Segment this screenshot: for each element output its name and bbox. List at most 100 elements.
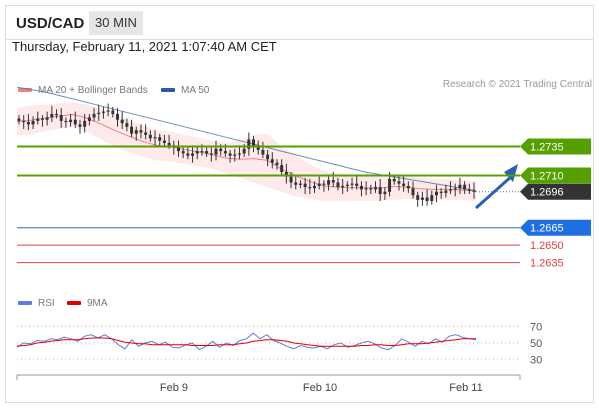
candle-body [280,165,284,172]
x-tick-label: Feb 9 [160,382,188,394]
rsi-9ma-line [16,337,476,347]
candle-body [327,180,331,185]
candle-body [425,197,429,202]
candle-body [17,118,21,121]
candle-body [275,162,279,166]
candle-body [162,140,166,143]
candle-body [270,159,274,163]
level-label-support-1: 1.2650 [530,240,564,252]
candle-body [153,137,157,139]
candle-body [322,183,326,185]
x-tick-label: Feb 11 [449,382,482,394]
candle-body [101,111,105,113]
candle-body [378,187,382,195]
candle-body [247,139,251,149]
candle-body [186,153,190,156]
candle-body [116,113,120,120]
candle-body [214,148,218,155]
candle-body [458,184,462,189]
candle-body [434,191,438,196]
candle-body [111,110,115,114]
candle-body [78,124,82,127]
candle-body [31,120,35,125]
candle-body [69,119,73,123]
candle-body [40,118,44,120]
candle-body [55,113,59,116]
legend-9ma: 9MA [67,298,108,309]
candle-body [331,180,335,183]
candle-body [402,183,406,186]
credit-text: Research © 2021 Trading Central [442,79,592,90]
candle-body [373,187,377,190]
candle-body [176,147,180,152]
candle-body [45,117,49,120]
candle-body [167,142,171,146]
legend-ma50: MA 50 [161,85,209,96]
candle-body [420,197,424,200]
candle-body [430,195,434,202]
candle-body [416,195,420,200]
level-label-resistance-1: 1.2710 [530,170,564,182]
candle-body [261,149,265,155]
legend-label-ma50: MA 50 [181,85,210,96]
candle-body [397,181,401,184]
candle-body [406,185,410,189]
candle-body [209,153,213,155]
legend-bollinger: MA 20 + Bollinger Bands [18,85,148,96]
ma20-line [16,113,477,192]
rsi-tick-label: 70 [530,321,542,333]
level-tag-current-price [520,183,591,200]
candle-body [200,151,204,153]
candle-body [256,146,260,150]
candle-body [252,139,256,147]
candle-body [22,120,26,123]
timeframe-badge[interactable]: 30 MIN [89,11,143,35]
candle-body [284,172,288,177]
candle-body [463,184,467,190]
level-label-pivot: 1.2665 [530,223,564,235]
candle-body [472,190,476,192]
candle-body [317,183,321,186]
candle-body [453,188,457,190]
candle-body [73,119,77,125]
candle-body [83,120,87,127]
candle-body [266,154,270,160]
candle-body [219,148,223,152]
candle-body [228,153,232,156]
candle-body [359,185,363,190]
legend-swatch-ma50 [161,88,175,93]
candle-body [205,151,209,154]
candle-body [336,182,340,188]
candle-body [144,132,148,135]
candle-body [467,189,471,191]
candle-body [87,117,91,121]
candle-body [26,122,30,125]
candle-body [97,112,101,114]
candle-body [411,188,415,196]
level-label-support-2: 1.2635 [530,258,564,270]
level-tag-resistance-1 [520,167,591,184]
candle-body [139,130,143,133]
level-label-resistance-2: 1.2735 [530,141,564,153]
candle-body [345,184,349,186]
level-tag-pivot [520,219,591,236]
candle-body [125,123,129,127]
candle-body [195,151,199,154]
candle-body [369,188,373,190]
candle-body [134,130,138,134]
candle-body [388,178,392,192]
candle-body [242,148,246,154]
symbol-title: USD/CAD [16,15,85,32]
candle-body [64,120,68,123]
candle-body [341,185,345,188]
rsi-tick-label: 50 [530,338,542,350]
candle-body [449,189,453,191]
candle-body [298,183,302,185]
legend-swatch-9ma [67,301,81,306]
candle-body [444,190,448,193]
chart-header: USD/CAD 30 MIN [6,6,593,40]
candle-body [36,118,40,121]
candle-body [223,151,227,154]
rsi-line [16,332,477,351]
